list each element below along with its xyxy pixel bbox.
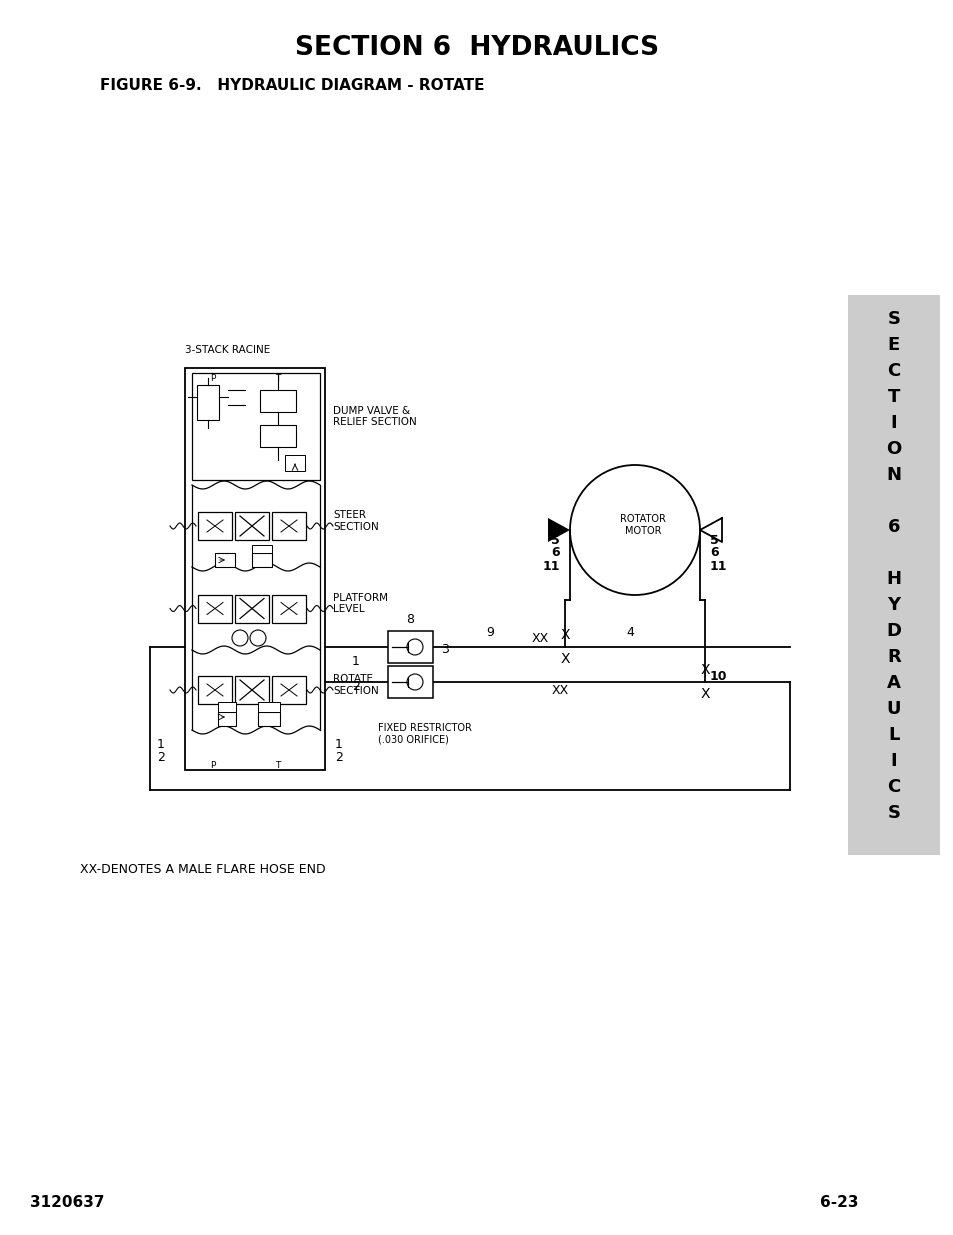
Bar	[252, 553, 272, 567]
Circle shape	[232, 630, 248, 646]
Bar	[252, 545, 272, 553]
Bar	[260, 390, 295, 412]
Polygon shape	[700, 517, 721, 542]
Text: FIGURE 6-9.   HYDRAULIC DIAGRAM - ROTATE: FIGURE 6-9. HYDRAULIC DIAGRAM - ROTATE	[100, 78, 484, 93]
Text: 3-STACK RACINE: 3-STACK RACINE	[185, 345, 270, 354]
Bar	[847, 295, 939, 855]
Text: U: U	[886, 700, 901, 718]
Text: 2: 2	[157, 752, 165, 764]
Text: ROTATOR
MOTOR: ROTATOR MOTOR	[619, 514, 665, 536]
Text: I: I	[890, 414, 897, 432]
Text: 11: 11	[542, 561, 559, 573]
Text: SECTION 6  HYDRAULICS: SECTION 6 HYDRAULICS	[294, 35, 659, 61]
Bar	[257, 701, 280, 713]
Circle shape	[407, 674, 422, 690]
Bar	[272, 676, 306, 704]
Text: DUMP VALVE &
RELIEF SECTION: DUMP VALVE & RELIEF SECTION	[333, 406, 416, 427]
Text: I: I	[890, 752, 897, 769]
Text: P: P	[210, 374, 215, 383]
Polygon shape	[547, 517, 569, 542]
Circle shape	[569, 466, 700, 595]
Text: 2: 2	[352, 680, 359, 694]
Text: 10: 10	[708, 671, 726, 683]
Bar	[272, 594, 306, 622]
Text: ROTATE
SECTION: ROTATE SECTION	[333, 674, 378, 695]
Text: X: X	[559, 629, 569, 642]
Text: 6: 6	[551, 547, 559, 559]
Text: 4: 4	[625, 626, 634, 638]
Bar	[272, 513, 306, 540]
Text: PLATFORM
LEVEL: PLATFORM LEVEL	[333, 593, 388, 614]
Bar	[218, 701, 235, 713]
Text: 2: 2	[335, 752, 342, 764]
Bar	[234, 676, 269, 704]
Text: T: T	[275, 374, 280, 383]
Circle shape	[407, 638, 422, 655]
Bar	[214, 553, 234, 567]
Text: 5: 5	[551, 534, 559, 547]
Text: C: C	[886, 778, 900, 797]
Text: E: E	[887, 336, 900, 354]
Text: H: H	[885, 571, 901, 588]
Text: 6-23: 6-23	[820, 1195, 858, 1210]
Text: O: O	[885, 440, 901, 458]
Text: N: N	[885, 466, 901, 484]
Text: C: C	[886, 362, 900, 380]
Text: T: T	[887, 388, 900, 406]
Text: T: T	[275, 761, 280, 769]
Text: R: R	[886, 648, 900, 666]
Text: XX: XX	[531, 632, 548, 645]
Text: X: X	[700, 687, 709, 701]
Text: 5: 5	[709, 534, 718, 547]
Text: 8: 8	[406, 613, 414, 626]
Bar	[196, 385, 219, 420]
Text: 1: 1	[352, 656, 359, 668]
Text: A: A	[886, 674, 900, 692]
Text: 3: 3	[440, 643, 449, 657]
Circle shape	[250, 630, 266, 646]
Text: 1: 1	[335, 739, 342, 752]
Text: P: P	[210, 761, 215, 769]
Text: 11: 11	[709, 561, 727, 573]
Text: 6: 6	[709, 547, 718, 559]
Bar	[257, 713, 280, 726]
Text: 1: 1	[157, 739, 165, 752]
Bar	[388, 666, 433, 698]
Bar	[198, 594, 232, 622]
Bar	[285, 454, 305, 471]
Bar	[234, 594, 269, 622]
Text: S: S	[886, 804, 900, 823]
Text: STEER
SECTION: STEER SECTION	[333, 510, 378, 532]
Bar	[260, 425, 295, 447]
Text: 6: 6	[887, 517, 900, 536]
Text: XX-DENOTES A MALE FLARE HOSE END: XX-DENOTES A MALE FLARE HOSE END	[80, 863, 325, 877]
Bar	[218, 713, 235, 726]
Text: 3120637: 3120637	[30, 1195, 105, 1210]
Text: S: S	[886, 310, 900, 329]
Bar	[234, 513, 269, 540]
Text: L: L	[887, 726, 899, 743]
Bar	[388, 631, 433, 663]
Text: X: X	[559, 652, 569, 666]
Text: D: D	[885, 622, 901, 640]
Text: 9: 9	[485, 626, 494, 638]
Bar	[198, 676, 232, 704]
Bar	[192, 373, 319, 480]
Bar	[198, 513, 232, 540]
Text: FIXED RESTRICTOR
(.030 ORIFICE): FIXED RESTRICTOR (.030 ORIFICE)	[377, 722, 472, 745]
Text: Y: Y	[886, 597, 900, 614]
Bar	[185, 368, 325, 769]
Text: X: X	[700, 663, 709, 677]
Text: XX: XX	[551, 684, 568, 697]
